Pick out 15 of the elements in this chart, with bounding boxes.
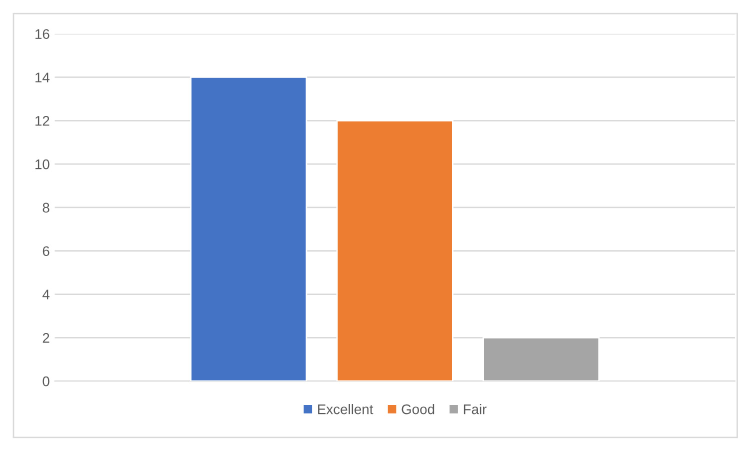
y-tick-label: 12 bbox=[36, 116, 50, 126]
y-tick-label: 6 bbox=[42, 246, 50, 256]
y-tick-label: 14 bbox=[36, 72, 50, 82]
bar bbox=[336, 120, 454, 382]
y-tick-label: 16 bbox=[36, 29, 50, 39]
legend-label: Good bbox=[402, 404, 434, 414]
y-tick-label: 8 bbox=[42, 202, 50, 213]
legend-label: Fair bbox=[464, 404, 486, 414]
y-tick-label: 10 bbox=[36, 159, 50, 170]
y-tick-label: 2 bbox=[42, 333, 50, 343]
y-tick-label: 0 bbox=[42, 376, 50, 386]
y-tick-label: 4 bbox=[42, 290, 50, 300]
bar bbox=[482, 336, 600, 382]
legend-label: Excellent bbox=[318, 404, 374, 414]
bar bbox=[190, 76, 308, 382]
